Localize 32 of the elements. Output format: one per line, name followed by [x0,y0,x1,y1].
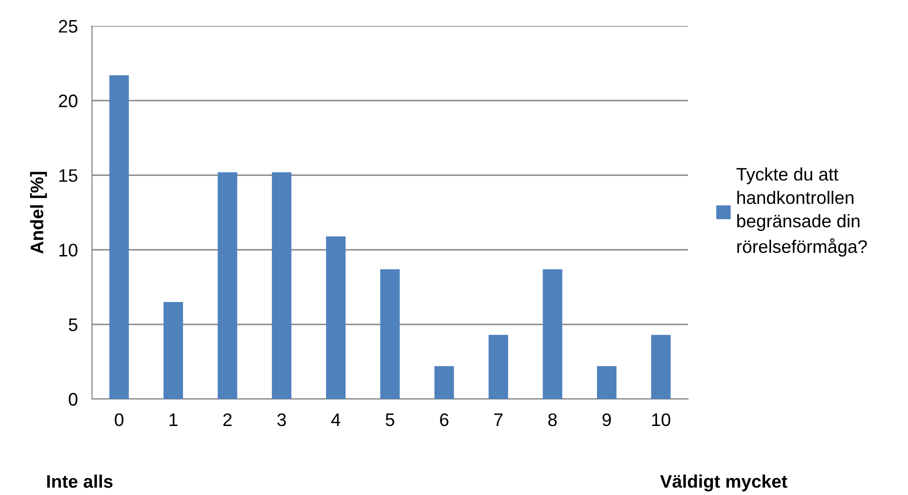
legend-label: Tyckte du att handkontrollen begränsade din rörelseförmåga? [736,167,867,257]
bar [380,269,400,399]
bar [488,334,508,399]
bar [109,75,129,399]
x-tick-label: 6 [440,413,448,426]
x-tick-label: 7 [494,414,502,426]
bar [272,172,292,399]
x-tick-label: 10 [652,413,670,426]
x-tick-label: 5 [386,414,394,426]
y-tick-label: 15 [59,169,78,182]
bar [326,236,346,399]
text: Inte alls [47,474,112,488]
y-tick-label: 0 [68,392,78,406]
y-tick-label: 5 [68,318,78,332]
bar [651,334,671,399]
x-tick-label: 8 [548,413,557,426]
bar [542,269,562,399]
x-tick-label: 1 [170,414,178,426]
bar [164,302,184,399]
x-tick-label: 4 [331,414,340,426]
y-axis-title: Andel [%] [30,172,47,254]
bar [218,172,238,399]
y-tick-label: 20 [58,94,78,108]
bar [596,366,616,399]
x-tick-label: 2 [223,413,232,426]
x-tick-label: 3 [277,413,286,426]
y-tick-label: 25 [58,20,78,33]
y-tick-label: 10 [59,244,78,257]
x-tick-label: 0 [114,413,124,426]
x-tick-label: 9 [602,413,611,426]
text: Väldigt mycket [660,474,788,492]
bar [434,366,454,399]
